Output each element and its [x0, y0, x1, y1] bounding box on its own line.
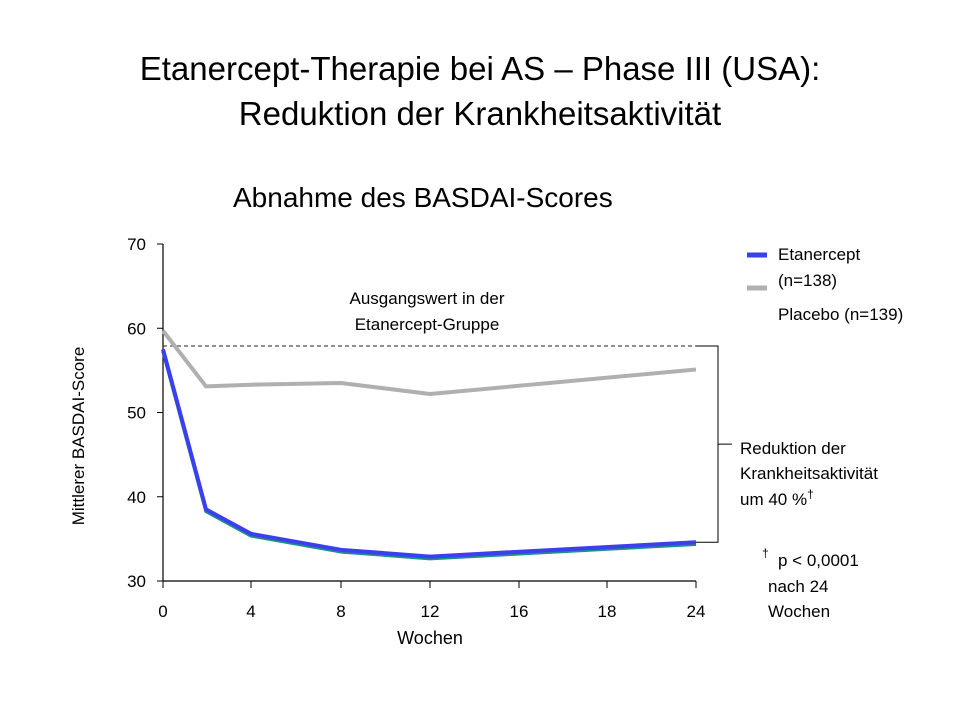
footnote-dagger: † — [762, 546, 769, 560]
x-tick-label: 12 — [421, 602, 440, 621]
y-axis-label: Mittlerer BASDAI-Score — [69, 347, 88, 526]
footnote-line1: p < 0,0001 — [778, 551, 859, 570]
legend-label-etanercept-line2: (n=138) — [778, 271, 837, 290]
legend-label-etanercept-line1: Etanercept — [778, 245, 860, 264]
x-tick-label: 4 — [246, 602, 255, 621]
slide-title-line2: Reduktion der Krankheitsaktivität — [238, 95, 722, 132]
footnote-line3: Wochen — [768, 602, 830, 621]
x-tick-label: 16 — [510, 602, 529, 621]
y-tick-label: 40 — [127, 488, 146, 507]
reduction-label-line1: Reduktion der — [740, 439, 846, 458]
y-tick-label: 70 — [127, 235, 146, 254]
reduction-label-line2: Krankheitsaktivität — [740, 464, 878, 483]
chart-title: Abnahme des BASDAI-Scores — [233, 182, 613, 213]
reduction-label-line3: um 40 %† — [740, 487, 814, 509]
series-line-placebo — [161, 329, 697, 396]
series-layer — [161, 329, 697, 561]
x-tick-label: 8 — [336, 602, 345, 621]
slide-title-line1: Etanercept-Therapie bei AS – Phase III (… — [139, 50, 821, 87]
x-ticks: 0 4 8 12 16 18 24 — [158, 581, 705, 621]
y-ticks: 30 40 50 60 70 — [127, 235, 163, 591]
y-tick-label: 30 — [127, 572, 146, 591]
baseline-label-line2: Etanercept-Gruppe — [355, 315, 500, 334]
reduction-bracket — [696, 345, 732, 543]
series-line-etanercept — [161, 348, 697, 559]
baseline-label-line1: Ausgangswert in der — [350, 289, 505, 308]
x-tick-label: 0 — [158, 602, 167, 621]
legend-label-placebo: Placebo (n=139) — [778, 305, 903, 324]
reduction-dagger: † — [807, 487, 814, 501]
y-tick-label: 60 — [127, 319, 146, 338]
x-tick-label: 18 — [598, 602, 617, 621]
x-tick-label: 24 — [687, 602, 706, 621]
footnote-line2: nach 24 — [768, 577, 829, 596]
y-tick-label: 50 — [127, 404, 146, 423]
x-axis-label: Wochen — [397, 628, 463, 648]
